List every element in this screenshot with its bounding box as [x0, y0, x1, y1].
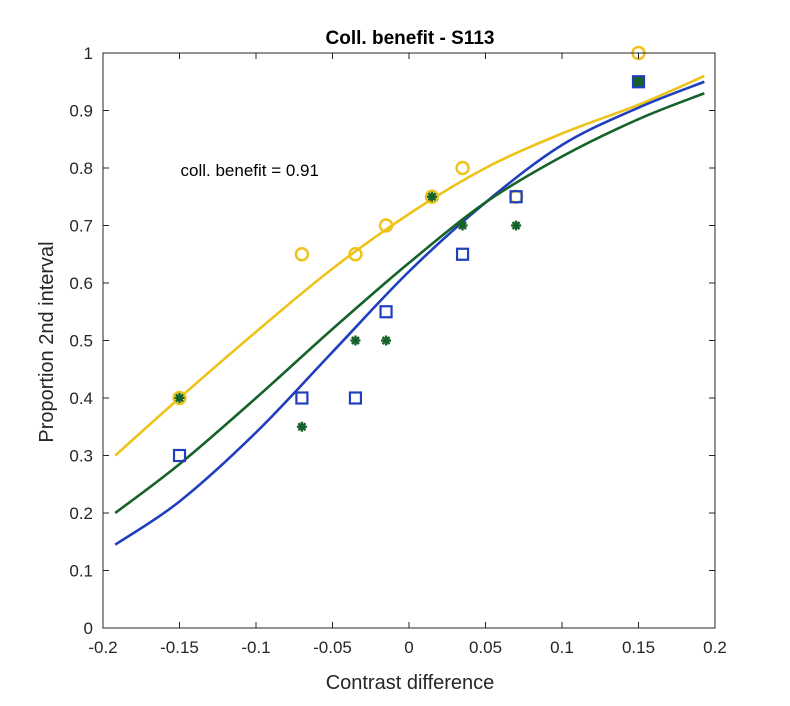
fit-curve-square — [114, 80, 705, 546]
asterisk-stroke — [297, 422, 307, 432]
y-tick-label: 0.2 — [69, 504, 93, 523]
asterisk-stroke — [351, 336, 360, 345]
asterisk-point — [381, 335, 392, 346]
asterisk-stroke — [511, 221, 521, 230]
x-tick-label: 0.1 — [550, 638, 574, 657]
y-tick-label: 0.9 — [69, 102, 93, 121]
circle-point — [348, 247, 363, 262]
x-tick-label: 0 — [404, 638, 413, 657]
asterisk-stroke — [381, 336, 391, 345]
asterisk-stroke — [458, 221, 467, 230]
square-point — [348, 391, 363, 405]
x-tick-label: -0.05 — [313, 638, 352, 657]
asterisk-point — [457, 220, 468, 231]
y-tick-label: 1 — [84, 44, 93, 63]
y-axis-label: Proportion 2nd interval — [36, 241, 58, 442]
asterisk-point — [426, 191, 437, 202]
y-ticks: 0 0.1 0.2 0.3 0.4 0.5 0.6 0.7 0.8 0.9 1 — [69, 44, 715, 638]
square-point — [172, 448, 187, 463]
asterisk-point — [350, 335, 361, 346]
circle-point — [294, 247, 310, 262]
circle-point — [378, 218, 394, 233]
x-tick-label: 0.15 — [622, 638, 655, 657]
plot-background — [103, 53, 715, 628]
y-tick-label: 0.7 — [69, 217, 93, 236]
asterisk-point — [174, 393, 185, 403]
fit-curve-circle — [114, 74, 705, 457]
y-tick-label: 0.5 — [69, 332, 93, 351]
square-point — [295, 391, 309, 405]
square-point — [509, 190, 523, 204]
square-point — [379, 305, 393, 319]
x-axis-label: Contrast difference — [326, 672, 495, 694]
x-tick-label: 0.05 — [469, 638, 502, 657]
y-tick-label: 0.8 — [69, 159, 93, 178]
y-tick-label: 0.4 — [69, 389, 93, 408]
y-tick-label: 0.3 — [69, 447, 93, 466]
chart-title: Coll. benefit - S113 — [326, 28, 495, 49]
y-tick-label: 0.1 — [69, 562, 93, 581]
square-point — [455, 247, 470, 261]
circle-point — [172, 390, 187, 406]
x-tick-label: 0.2 — [703, 638, 727, 657]
x-tick-label: -0.2 — [88, 638, 117, 657]
asterisk-stroke — [175, 393, 184, 403]
plot-area — [103, 53, 715, 628]
x-tick-label: -0.15 — [160, 638, 199, 657]
y-tick-label: 0 — [84, 619, 93, 638]
fit-curves — [114, 74, 705, 546]
y-tick-label: 0.6 — [69, 274, 93, 293]
asterisk-point — [511, 220, 522, 231]
fit-curve-asterisk — [114, 92, 705, 515]
circle-point — [455, 160, 470, 176]
circle-point — [424, 189, 440, 204]
x-tick-label: -0.1 — [241, 638, 270, 657]
x-ticks: -0.2 -0.15 -0.1 -0.05 0 0.05 0.1 0.15 0.2 — [88, 53, 727, 657]
coll-benefit-annotation: coll. benefit = 0.91 — [181, 161, 319, 180]
asterisk-point — [296, 421, 307, 432]
asterisk-point — [633, 76, 644, 87]
asterisk-stroke — [634, 77, 643, 87]
asterisk-stroke — [427, 192, 437, 202]
